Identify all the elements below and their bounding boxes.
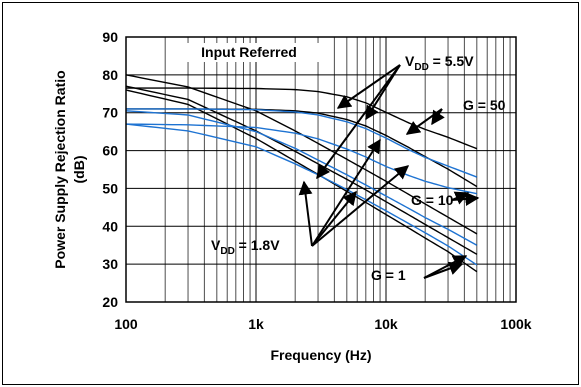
annotation-vdd18: VDD = 1.8V xyxy=(211,237,280,257)
annotation-g10: G = 10 xyxy=(411,192,454,208)
x-tick-label: 100 xyxy=(114,316,138,332)
y-tick-label: 90 xyxy=(102,29,118,45)
y-tick-labels: 20 30 40 50 60 70 80 90 xyxy=(102,29,118,310)
annotations: Input Referred VDD = 5.5V G = 50 G = 10 VDD … xyxy=(178,43,506,283)
annotation-arrow xyxy=(423,255,468,279)
annotation-arrow xyxy=(311,190,357,247)
y-tick-label: 60 xyxy=(102,143,118,159)
x-tick-label: 100k xyxy=(500,316,531,332)
x-tick-label: 1k xyxy=(248,316,264,332)
series-line-vdd18-7 xyxy=(125,110,478,246)
y-tick-label: 70 xyxy=(102,105,118,121)
x-tick-label: 10k xyxy=(374,316,398,332)
annotation-vdd55: VDD = 5.5V xyxy=(405,53,474,73)
series-line-vdd55-2 xyxy=(125,74,478,235)
y-axis-label-line2: (dB) xyxy=(71,156,87,184)
annotation-input-referred: Input Referred xyxy=(201,44,297,60)
annotation-arrow xyxy=(311,165,410,247)
annotation-arrow xyxy=(431,108,445,126)
annotation-arrow xyxy=(316,64,401,180)
grid xyxy=(126,37,516,302)
series-line-vdd18-6 xyxy=(125,123,478,195)
y-tick-label: 50 xyxy=(102,180,118,196)
series-line-vdd55-3 xyxy=(125,85,478,255)
annotation-arrows xyxy=(298,64,480,279)
x-tick-labels: 100 1k 10k 100k xyxy=(114,316,531,332)
annotation-arrow xyxy=(311,138,381,247)
annotation-arrow xyxy=(298,180,313,247)
y-axis-label-line1: Power Supply Rejection Ratio xyxy=(52,70,68,268)
annotation-arrow xyxy=(423,261,464,279)
curves xyxy=(125,74,478,273)
series-line-vdd55-0 xyxy=(126,87,478,150)
annotation-bg xyxy=(178,43,321,62)
annotation-g50: G = 50 xyxy=(463,97,506,113)
annotation-g1: G = 1 xyxy=(371,267,406,283)
y-tick-label: 40 xyxy=(102,218,118,234)
y-tick-label: 30 xyxy=(102,256,118,272)
y-tick-label: 20 xyxy=(102,294,118,310)
x-axis-label: Frequency (Hz) xyxy=(270,347,371,363)
plot-border xyxy=(125,36,517,303)
annotation-arrow xyxy=(451,191,480,206)
annotation-arrow xyxy=(336,64,401,109)
y-tick-label: 80 xyxy=(102,67,118,83)
